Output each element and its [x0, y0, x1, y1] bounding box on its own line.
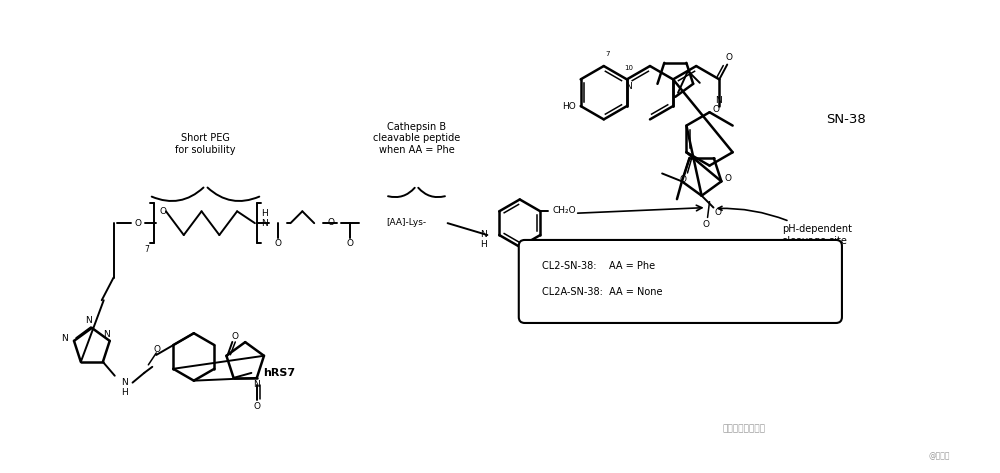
- Text: O: O: [135, 219, 142, 228]
- Text: CH₂O: CH₂O: [552, 206, 576, 215]
- Text: N: N: [121, 378, 128, 387]
- Text: [AA]-Lys-: [AA]-Lys-: [386, 218, 426, 227]
- Text: Short PEG
for solubility: Short PEG for solubility: [175, 133, 236, 155]
- Text: O: O: [346, 239, 353, 248]
- Text: 7: 7: [605, 51, 610, 57]
- Text: CL2A-SN-38:  AA = None: CL2A-SN-38: AA = None: [542, 287, 662, 298]
- Text: N: N: [103, 331, 110, 340]
- Text: H: H: [481, 240, 487, 249]
- Text: O: O: [328, 218, 335, 227]
- Text: CL2-SN-38:    AA = Phe: CL2-SN-38: AA = Phe: [542, 261, 655, 271]
- Text: N: N: [715, 96, 722, 105]
- Text: N: N: [481, 229, 487, 238]
- FancyBboxPatch shape: [519, 240, 842, 323]
- Text: H: H: [121, 388, 128, 397]
- Text: Cathepsin B
cleavable peptide
when AA = Phe: Cathepsin B cleavable peptide when AA = …: [373, 122, 460, 155]
- Text: HO: HO: [562, 102, 576, 111]
- Text: O: O: [713, 105, 720, 114]
- Text: N: N: [61, 334, 67, 343]
- Text: N: N: [253, 380, 260, 389]
- Text: O: O: [679, 175, 686, 184]
- Text: 跹之美股生物医药: 跹之美股生物医药: [722, 424, 765, 433]
- Text: H: H: [261, 209, 268, 218]
- Text: pH-dependent
cleavage site: pH-dependent cleavage site: [718, 206, 852, 246]
- Text: N: N: [261, 219, 268, 228]
- Text: 7: 7: [145, 245, 150, 254]
- Text: O: O: [725, 174, 732, 183]
- Text: O: O: [160, 207, 167, 216]
- Text: O: O: [232, 332, 239, 341]
- Text: 10: 10: [624, 64, 633, 70]
- Text: O: O: [274, 239, 281, 248]
- Text: O: O: [253, 402, 260, 411]
- Text: N: N: [86, 316, 92, 325]
- Text: hRS7: hRS7: [263, 368, 295, 378]
- Text: O: O: [154, 344, 161, 353]
- Text: @格隆汇: @格隆汇: [928, 451, 950, 460]
- Text: O: O: [726, 53, 733, 62]
- Text: O: O: [715, 208, 722, 217]
- Text: N: N: [625, 82, 632, 91]
- Text: O: O: [702, 220, 709, 229]
- Text: SN-38: SN-38: [826, 113, 866, 126]
